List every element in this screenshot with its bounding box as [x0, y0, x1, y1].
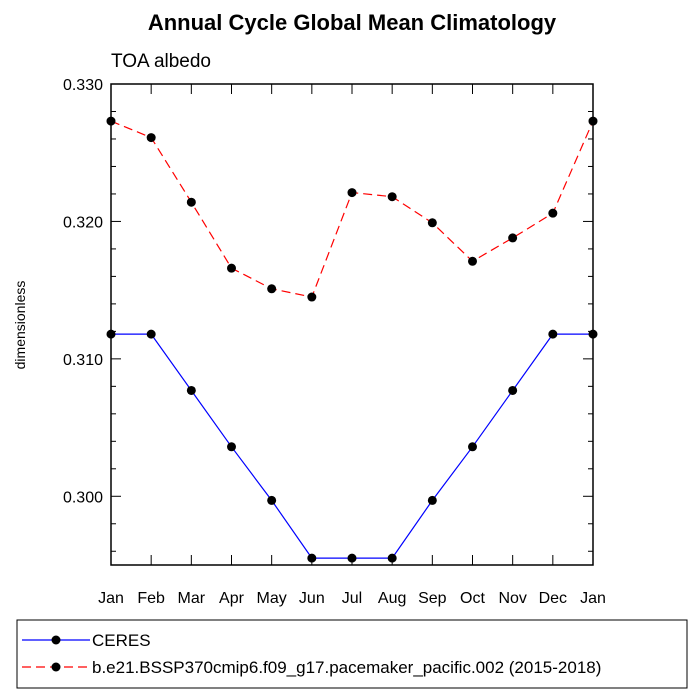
series-0-point: [548, 329, 558, 339]
series-line-1: [110, 120, 594, 298]
series-1-point: [427, 218, 437, 228]
x-tick-label: Dec: [539, 590, 567, 607]
series-0-point: [387, 553, 397, 563]
chart-subtitle: TOA albedo: [111, 51, 211, 72]
y-tick-label: 0.330: [63, 77, 103, 94]
chart-title: Annual Cycle Global Mean Climatology: [148, 10, 557, 35]
legend-marker-1: [51, 662, 61, 672]
series-1-point: [508, 233, 518, 243]
series-0-point: [508, 385, 518, 395]
series-layer: [106, 116, 598, 563]
series-0-point: [227, 442, 236, 452]
tick-marks: [110, 83, 594, 565]
x-tick-label: Aug: [378, 590, 406, 607]
series-0-point: [427, 495, 437, 505]
legend-label-1: b.e21.BSSP370cmip6.f09_g17.pacemaker_pac…: [92, 658, 601, 677]
x-tick-label: Jul: [342, 590, 362, 607]
series-0-point: [146, 329, 156, 339]
plot-frame: [110, 83, 594, 566]
x-tick-labels: Jan Feb Mar Apr May Jun Jul Aug Sep Oct Nov Dec Jan: [98, 590, 606, 607]
x-tick-label: Jan: [580, 590, 606, 607]
series-1-point: [267, 284, 277, 294]
y-tick-label: 0.310: [63, 352, 103, 369]
series-1-point: [387, 192, 397, 202]
y-axis-label: dimensionless: [12, 281, 28, 370]
x-tick-label: May: [257, 590, 287, 607]
x-tick-label: Jun: [299, 590, 325, 607]
y-tick-labels: 0.300 0.310 0.320 0.330: [63, 77, 103, 506]
legend-marker-0: [51, 635, 61, 645]
series-0-point: [307, 553, 317, 563]
x-tick-label: Sep: [418, 590, 447, 607]
series-1-point: [548, 208, 558, 218]
series-0-point: [186, 385, 196, 395]
legend: CERES b.e21.BSSP370cmip6.f09_g17.pacemake…: [22, 631, 601, 677]
series-1-point: [146, 133, 156, 143]
series-1-point: [347, 188, 357, 198]
x-tick-label: Apr: [219, 590, 245, 607]
x-tick-label: Mar: [178, 590, 206, 607]
y-tick-label: 0.320: [63, 214, 103, 231]
series-1-point: [307, 292, 317, 302]
series-0-point: [468, 442, 477, 452]
x-tick-label: Jan: [98, 590, 124, 607]
x-tick-label: Oct: [460, 590, 485, 607]
series-1-point: [186, 197, 196, 207]
series-line-0: [111, 333, 593, 559]
series-0-point: [267, 495, 277, 505]
legend-label-0: CERES: [92, 631, 151, 650]
series-1-point: [468, 256, 477, 266]
x-tick-label: Nov: [498, 590, 526, 607]
y-tick-label: 0.300: [63, 489, 103, 506]
x-tick-label: Feb: [137, 590, 165, 607]
series-0-point: [347, 553, 357, 563]
legend-box: [16, 619, 688, 689]
series-1-point: [227, 263, 236, 273]
